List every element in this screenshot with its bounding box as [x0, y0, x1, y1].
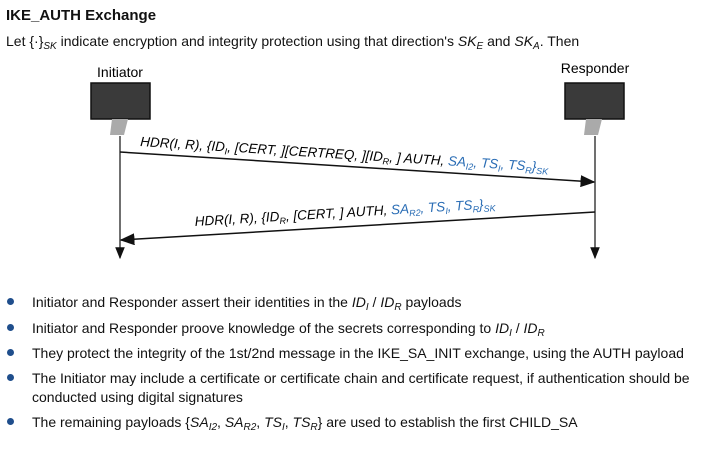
bullet-dot	[7, 298, 14, 305]
intro-and: and	[487, 33, 511, 49]
intro-ska: SK	[514, 33, 534, 49]
message-1-arrow	[119, 151, 596, 188]
message-2-label: HDR(I, R), {IDR, [CERT, ] AUTH, SAR2, TS…	[194, 196, 497, 231]
responder-computer-icon	[564, 82, 625, 135]
bullet-text: The remaining payloads	[32, 414, 182, 430]
message-1-label: HDR(I, R), {IDI, [CERT, ][CERTREQ, ][IDR…	[140, 134, 550, 177]
bullet-math: IDI	[351, 294, 369, 313]
intro-middle: indicate encryption and integrity protec…	[60, 33, 454, 49]
bullet-text: They protect the integrity of the 1st/2n…	[32, 345, 684, 361]
bullet-post: payloads	[405, 294, 462, 310]
bullet-text: The Initiator may include a certificate …	[32, 370, 690, 405]
bullet-dot	[7, 374, 14, 381]
intro-braces: {·}	[29, 33, 44, 49]
bullet-item: Initiator and Responder proove knowledge…	[7, 319, 722, 343]
intro-prefix: Let	[6, 33, 26, 49]
bullet-item: The remaining payloads {SAI2, SAR2, TSI,…	[7, 413, 722, 437]
bullet-dot	[7, 418, 14, 425]
intro-ske: SK	[457, 33, 477, 49]
message-2-arrow	[119, 211, 596, 246]
initiator-label: Initiator	[97, 64, 143, 80]
responder-label: Responder	[561, 60, 630, 76]
bullet-dot	[7, 349, 14, 356]
intro-ske-sub: E	[476, 41, 484, 52]
intro-line: Let {·}SK indicate encryption and integr…	[6, 33, 579, 52]
bullet-item: They protect the integrity of the 1st/2n…	[7, 344, 722, 363]
bullet-post: are used to establish the first CHILD_SA	[326, 414, 578, 430]
intro-suffix: . Then	[539, 33, 580, 49]
intro-ska-sub: A	[533, 41, 540, 52]
bullet-text: Initiator and Responder proove knowledge…	[32, 320, 492, 336]
bullet-text: Initiator and Responder assert their ide…	[32, 294, 348, 310]
bullet-math: IDI	[495, 320, 512, 339]
initiator-computer-icon	[90, 82, 151, 135]
intro-sk-sub: SK	[43, 41, 57, 52]
bullet-item: Initiator and Responder assert their ide…	[7, 293, 722, 317]
exchange-diagram: Initiator Responder HDR(I, R), {IDI, [CE…	[90, 60, 630, 260]
bullet-dot	[7, 324, 14, 331]
bullet-item: The Initiator may include a certificate …	[7, 369, 722, 407]
slide-title: IKE_AUTH Exchange	[6, 7, 157, 24]
